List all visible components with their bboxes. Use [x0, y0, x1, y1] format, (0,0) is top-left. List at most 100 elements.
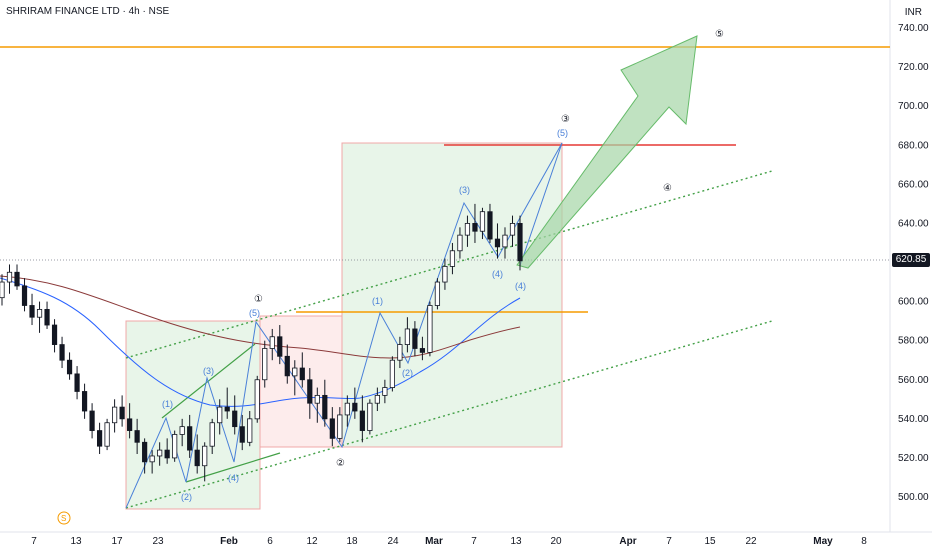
candle-body[interactable]: [254, 379, 260, 420]
candle-body[interactable]: [134, 430, 140, 443]
candle-body[interactable]: [292, 367, 298, 377]
price-tick-label: 600.00: [898, 297, 929, 308]
candle-body[interactable]: [299, 367, 305, 381]
candle-body[interactable]: [367, 402, 373, 431]
candle-body[interactable]: [494, 238, 501, 248]
candle-body[interactable]: [329, 418, 335, 439]
chart-legend: SHRIRAM FINANCE LTD · 4h · NSE: [6, 6, 170, 17]
candle-body[interactable]: [157, 449, 163, 457]
time-tick-label: 23: [152, 536, 164, 547]
wedge-upper[interactable]: [161, 343, 256, 419]
candle-body[interactable]: [202, 445, 208, 467]
candle-body[interactable]: [472, 223, 478, 232]
time-tick-label: 18: [346, 536, 358, 547]
candle-body[interactable]: [277, 336, 283, 357]
candle-body[interactable]: [457, 234, 463, 252]
candle-body[interactable]: [284, 355, 290, 377]
candle-body[interactable]: [112, 406, 118, 424]
candle-body[interactable]: [307, 379, 313, 404]
candle-body[interactable]: [81, 391, 88, 412]
wave-label-minor-4c: (4): [515, 281, 526, 291]
candle-body[interactable]: [179, 426, 185, 435]
candle-body[interactable]: [382, 387, 388, 396]
price-tick-label: 720.00: [898, 62, 929, 73]
currency-label[interactable]: INR: [904, 7, 922, 18]
candle-body[interactable]: [59, 344, 65, 361]
projection-arrow[interactable]: [516, 35, 698, 269]
candle-body[interactable]: [149, 455, 155, 463]
time-tick-label: 7: [666, 536, 672, 547]
candle-body[interactable]: [66, 359, 73, 375]
price-tick-label: 520.00: [898, 453, 929, 464]
wave-path[interactable]: [125, 142, 563, 509]
candle-body[interactable]: [487, 211, 493, 240]
candle-body[interactable]: [194, 449, 200, 467]
candle-body[interactable]: [142, 441, 148, 463]
candle-body[interactable]: [21, 285, 28, 306]
candle-body[interactable]: [404, 328, 410, 345]
time-tick-label: 7: [31, 536, 37, 547]
candle-body[interactable]: [337, 414, 343, 439]
candle-body[interactable]: [127, 418, 133, 431]
channel-upper[interactable]: [125, 170, 773, 359]
wave-label-minor-2a: (2): [181, 492, 192, 502]
candle-body[interactable]: [104, 422, 110, 447]
time-axis[interactable]: 7 13 17 23 Feb 6 12 18 24 Mar 7 13 20 Apr 7 15 22 May 8: [31, 536, 867, 547]
candle-body[interactable]: [89, 410, 95, 431]
candle-body[interactable]: [442, 266, 448, 283]
candle-body[interactable]: [36, 308, 43, 318]
candle-body[interactable]: [509, 223, 516, 236]
candle-body[interactable]: [232, 410, 238, 428]
candle-body[interactable]: [397, 344, 403, 361]
candle-body[interactable]: [119, 406, 125, 420]
candle-body[interactable]: [344, 402, 350, 416]
candle-body[interactable]: [352, 402, 358, 412]
symbol-name[interactable]: SHRIRAM FINANCE LTD: [6, 6, 120, 17]
candle-body[interactable]: [262, 348, 268, 381]
candle-body[interactable]: [359, 410, 365, 431]
wave-label-minor-4a: (4): [228, 473, 239, 483]
candle-body[interactable]: [322, 394, 328, 420]
candle-body[interactable]: [464, 223, 471, 236]
wedge-lower[interactable]: [185, 452, 281, 483]
candle-body[interactable]: [29, 305, 35, 318]
candle-body[interactable]: [389, 359, 395, 388]
candle-body[interactable]: [0, 281, 5, 299]
candle-body[interactable]: [419, 348, 426, 353]
candle-body[interactable]: [449, 250, 456, 267]
candle-body[interactable]: [44, 308, 50, 326]
candle-body[interactable]: [217, 406, 223, 424]
time-tick-label: Apr: [619, 536, 636, 547]
candle-body[interactable]: [269, 336, 275, 349]
wave-label-major-5: ⑤: [715, 29, 724, 40]
time-tick-label: Feb: [220, 536, 238, 547]
channel-lower[interactable]: [125, 320, 773, 509]
candle-body[interactable]: [247, 418, 253, 443]
candle-body[interactable]: [412, 328, 418, 349]
candle-body[interactable]: [172, 434, 178, 459]
candle-body[interactable]: [51, 324, 58, 345]
projected-wave-5[interactable]: [519, 142, 563, 267]
candle-body[interactable]: [479, 211, 486, 232]
candle-body[interactable]: [239, 426, 245, 443]
candle-body[interactable]: [224, 406, 230, 412]
candle-body[interactable]: [502, 234, 508, 248]
candle-body[interactable]: [74, 373, 80, 392]
candle-body[interactable]: [209, 422, 215, 447]
candle-body[interactable]: [427, 305, 433, 353]
wave-label-minor-3a: (3): [203, 366, 214, 376]
candle-body[interactable]: [96, 430, 103, 447]
candle-body[interactable]: [314, 394, 320, 404]
candle-body[interactable]: [164, 449, 170, 459]
timeframe[interactable]: 4h: [128, 6, 140, 17]
candle-body[interactable]: [434, 281, 441, 306]
candle-body[interactable]: [14, 271, 20, 287]
candle-body[interactable]: [517, 223, 523, 262]
price-tick-label: 640.00: [898, 218, 929, 229]
candle-body[interactable]: [187, 426, 193, 451]
source-icon[interactable]: S: [57, 511, 71, 525]
wave-label-major-1: ①: [254, 294, 263, 305]
candle-body[interactable]: [6, 271, 13, 283]
candle-body[interactable]: [374, 394, 380, 404]
